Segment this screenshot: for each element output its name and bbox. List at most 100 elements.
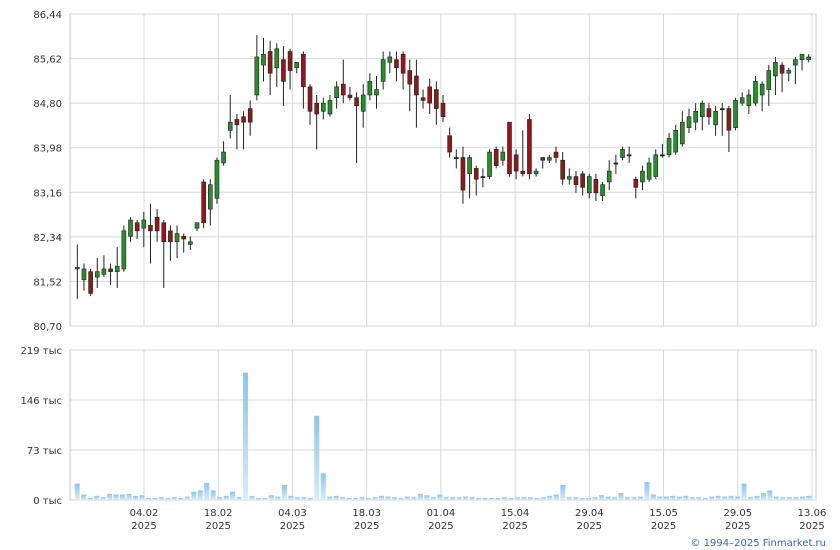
candle-body [387,56,393,63]
volume-bar [158,497,164,500]
candle-body [161,222,167,243]
volume-bar [676,496,682,500]
candle-body [673,130,679,153]
volume-bar [735,496,741,500]
candle-body [480,176,486,179]
candle-body [261,53,266,66]
candle-body [301,53,306,88]
volume-bar [443,497,449,500]
candle-body [414,75,419,96]
volume-plot-frame [69,349,817,501]
candle-body [247,108,253,123]
candle-body [806,56,811,60]
candle-body [88,271,93,294]
candle-body [81,268,87,281]
candle-body [567,176,572,180]
volume-bar [663,496,669,500]
candle-body [181,236,187,240]
candle-body [347,94,353,99]
candle-body [753,81,758,104]
candle-body [121,230,127,270]
x-tick-year: 2025 [354,521,379,532]
volume-bar [262,497,268,500]
volume-bar [87,497,93,500]
volume-bar [320,473,326,500]
candle-body [327,100,333,115]
volume-bar [806,495,812,500]
volume-bar [139,495,145,500]
x-tick-date: 15.04 [501,508,530,519]
volume-bar [514,497,520,500]
volume-bar [268,495,274,500]
volume-bar [722,496,728,500]
candle-body [101,268,107,275]
volume-bar [612,497,618,500]
volume-bar [644,482,650,500]
candle-body [307,86,313,112]
candle-body [487,151,492,177]
candle-body [427,86,433,104]
volume-bar [469,497,475,500]
volume-bar [560,484,566,500]
candle-body [473,168,479,180]
candle-body [533,170,539,175]
candle-body [281,59,286,82]
copyright-credit[interactable]: © 1994–2025 Finmarket.ru [690,538,826,549]
candle-body [374,89,379,96]
candle-body [201,181,206,224]
volume-bar [450,497,456,500]
candle-body [733,100,738,128]
volume-bar [741,483,747,500]
candle-body [653,154,659,177]
candle-body [626,154,632,157]
candle-body [214,159,220,199]
candle-body [493,149,499,166]
volume-bar [780,497,786,500]
volume-bar [204,482,210,500]
candle-body [500,151,506,161]
volume-bar [333,495,339,500]
volume-bar [527,497,533,500]
volume-bar [586,497,592,500]
volume-bar [482,497,488,500]
volume-bar [760,493,766,500]
volume-bar [424,495,430,500]
volume-bar [385,496,391,500]
candle-body [108,268,113,272]
candle-body [560,159,565,180]
candle-body [640,170,645,183]
candle-body [467,157,472,175]
candle-body [746,94,752,107]
price-y-tick-label: 80,70 [33,322,62,333]
volume-bar [152,497,158,500]
volume-bar [191,491,197,500]
candle-body [739,97,745,104]
candle-body [334,86,339,99]
candle-body [174,233,180,243]
volume-bar [592,497,598,500]
candle-body [168,230,173,243]
volume-bar [430,497,436,500]
volume-bar [74,483,80,500]
candle-body [553,151,559,158]
candle-body [453,157,459,159]
price-candles [75,35,811,299]
candle-body [447,135,452,153]
candle-body [254,56,260,96]
volume-bar [618,493,624,500]
volume-y-tick-label: 0 тыс [33,496,62,507]
candle-body [221,151,226,164]
x-tick-year: 2025 [502,521,527,532]
volume-bar [243,372,249,500]
candle-body [726,108,732,131]
candle-body [294,62,300,69]
candle-body [94,271,100,278]
candle-body [134,222,140,232]
volume-bar [256,497,261,500]
x-tick-date: 18.02 [204,508,233,519]
candle-body [434,89,439,109]
volume-bar [281,484,287,500]
price-plot-frame [69,13,817,327]
x-tick-year: 2025 [280,521,305,532]
